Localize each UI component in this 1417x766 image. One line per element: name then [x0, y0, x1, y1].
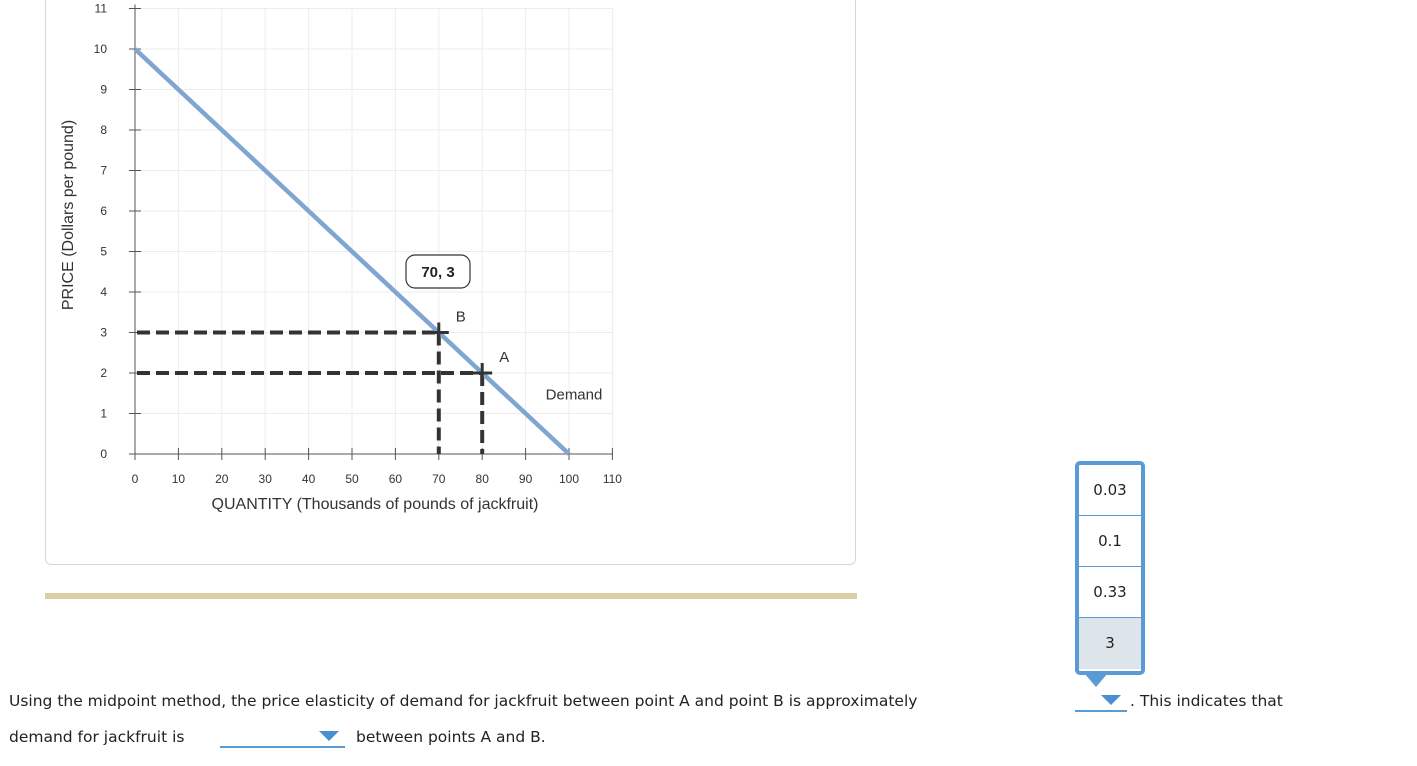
- chart: 0 10 20 30 40 50 60 70 80 90 100 11001234567891011 …: [60, 2, 623, 514]
- elasticity-dropdown[interactable]: [1075, 690, 1127, 712]
- chevron-down-icon: [1101, 695, 1121, 705]
- x-tick-label: 90: [519, 472, 533, 486]
- callout-box: [405, 254, 471, 289]
- series: Demand: [133, 47, 603, 456]
- question-line1-after: . This indicates that: [1130, 692, 1283, 710]
- y-tick-label: 3: [100, 326, 107, 340]
- point-b-label: B: [456, 309, 466, 326]
- option-3[interactable]: 3: [1079, 618, 1141, 669]
- question-line1-before: Using the midpoint method, the price ela…: [9, 692, 918, 710]
- y-tick-label: 8: [100, 123, 107, 137]
- y-tick-label: 6: [100, 204, 107, 218]
- tick-labels: 0 10 20 30 40 50 60 70 80 90 100 110 0 1 2 3 4 5 6 7 8 9 10 11: [94, 2, 623, 487]
- option-0-1[interactable]: 0.1: [1079, 516, 1141, 567]
- demand-label: Demand: [546, 386, 603, 403]
- question-line-1: Using the midpoint method, the price ela…: [9, 690, 917, 712]
- option-0-33[interactable]: 0.33: [1079, 567, 1141, 618]
- x-tick-label: 30: [259, 472, 273, 486]
- question-line1-after-wrap: . This indicates that: [1130, 690, 1283, 712]
- y-tick-label: 10: [94, 42, 108, 56]
- callout-text: 70, 3: [421, 264, 454, 281]
- y-tick-label: 5: [100, 245, 107, 259]
- question-line2-after-wrap: between points A and B.: [356, 726, 546, 748]
- y-tick-label: 0: [100, 447, 107, 461]
- menu-pointer: [1084, 673, 1108, 687]
- coordinate-callout: 70, 3: [405, 254, 471, 289]
- y-tick-label: 11: [95, 2, 108, 16]
- demand-type-dropdown[interactable]: [220, 726, 345, 748]
- chevron-down-icon: [319, 731, 339, 741]
- y-tick-label: 9: [100, 83, 107, 97]
- x-tick-label: 20: [215, 472, 229, 486]
- x-tick-label: 70: [432, 472, 446, 486]
- y-tick-label: 2: [100, 366, 107, 380]
- dashed-guides: [137, 330, 485, 454]
- y-tick-label: 7: [100, 164, 107, 178]
- y-tick-label: 1: [100, 407, 107, 421]
- option-0-03[interactable]: 0.03: [1079, 465, 1141, 516]
- x-tick-label: 60: [389, 472, 403, 486]
- x-axis-title: QUANTITY (Thousands of pounds of jackfru…: [212, 496, 539, 513]
- x-tick-label: 100: [559, 472, 579, 486]
- x-tick-label: 110: [603, 472, 622, 486]
- question-line2-before: demand for jackfruit is: [9, 728, 185, 746]
- point-a-label: A: [499, 349, 509, 366]
- demand-curve: [133, 47, 571, 456]
- y-tick-label: 4: [100, 285, 107, 299]
- elasticity-options-menu[interactable]: 0.03 0.1 0.33 3: [1075, 461, 1145, 675]
- x-tick-label: 10: [172, 472, 186, 486]
- x-tick-label: 0: [132, 472, 139, 486]
- grid: [135, 8, 613, 454]
- divider-bar: [45, 593, 857, 599]
- y-axis-title: PRICE (Dollars per pound): [60, 120, 77, 310]
- x-tick-label: 50: [345, 472, 359, 486]
- question-line2-after: between points A and B.: [356, 728, 546, 746]
- points[interactable]: BA: [428, 309, 509, 384]
- question-line-2: demand for jackfruit is: [9, 726, 184, 748]
- x-tick-label: 80: [476, 472, 490, 486]
- x-tick-label: 40: [302, 472, 316, 486]
- axes: [129, 4, 613, 460]
